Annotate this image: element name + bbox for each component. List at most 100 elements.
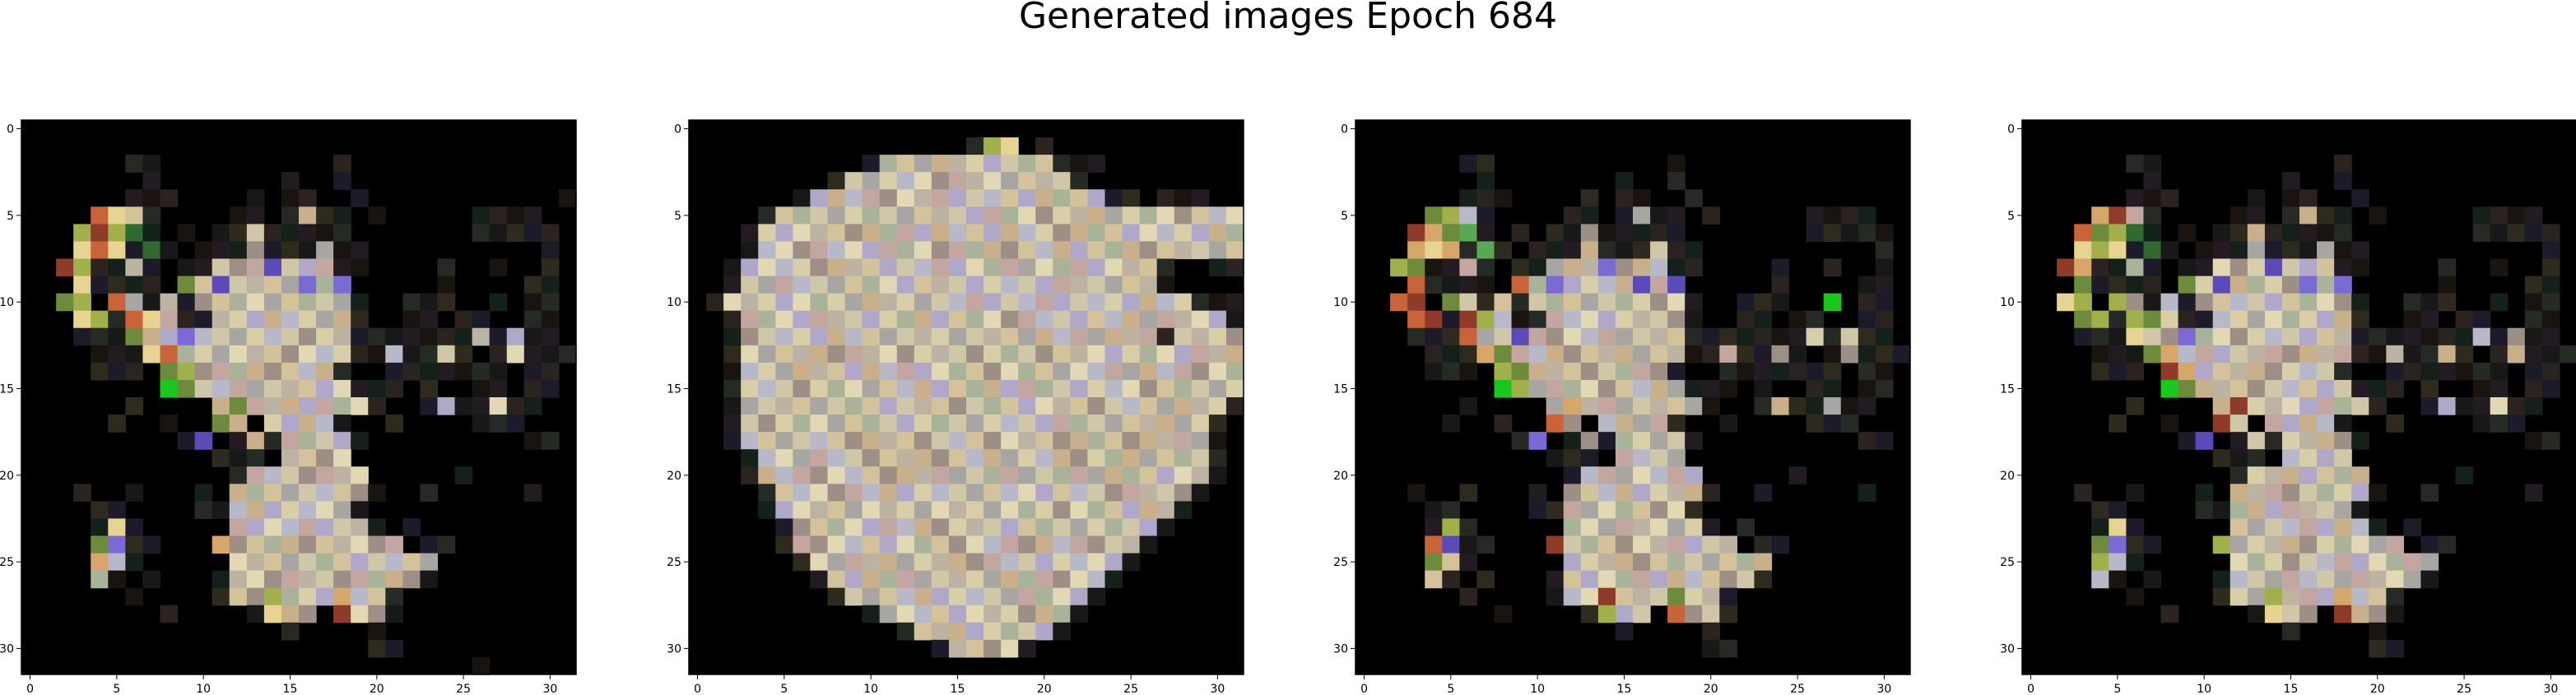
pixel-cell (472, 379, 491, 398)
pixel-cell (229, 293, 248, 312)
pixel-cell (1087, 415, 1106, 433)
pixel-cell (1597, 362, 1616, 381)
pixel-cell (1633, 587, 1651, 606)
pixel-cell (1001, 587, 1019, 606)
pixel-cell (402, 570, 421, 589)
pixel-cell (246, 276, 265, 294)
pixel-cell (1597, 310, 1616, 329)
pixel-cell (541, 293, 560, 312)
pixel-cell (1650, 501, 1668, 520)
pixel-cell (1070, 397, 1089, 415)
pixel-cell (351, 189, 369, 207)
pixel-cell (1035, 241, 1053, 260)
pixel-cell (2351, 587, 2369, 606)
pixel-cell (966, 639, 984, 658)
pixel-cell (775, 518, 793, 537)
pixel-cell (1104, 362, 1123, 381)
pixel-cell (1476, 155, 1495, 173)
pixel-cell (1104, 224, 1123, 243)
pixel-cell (1771, 276, 1790, 294)
pixel-cell (2281, 362, 2300, 381)
pixel-cell (827, 535, 846, 554)
pixel-cell (2143, 276, 2162, 294)
pixel-cell (2126, 327, 2145, 346)
pixel-cell (758, 484, 776, 502)
pixel-cell (1511, 310, 1530, 329)
pixel-cell (896, 397, 915, 415)
pixel-cell (2281, 484, 2300, 502)
pixel-cell (966, 310, 984, 329)
y-tick-label: 30 (0, 642, 14, 656)
pixel-cell (966, 535, 984, 554)
pixel-cell (299, 241, 317, 260)
pixel-cell (741, 397, 759, 415)
pixel-cell (246, 362, 265, 381)
pixel-cell (2178, 293, 2197, 312)
pixel-cell (1580, 484, 1599, 502)
pixel-cell (333, 484, 351, 502)
pixel-cell (1580, 553, 1599, 572)
pixel-cell (1122, 379, 1141, 398)
pixel-cell (1001, 553, 1019, 572)
x-tick-label: 15 (283, 683, 298, 695)
pixel-cell (1053, 501, 1071, 520)
pixel-cell (299, 362, 317, 381)
pixel-cell (333, 501, 351, 520)
pixel-cell (2281, 379, 2300, 398)
pixel-cell (1580, 449, 1599, 467)
pixel-cell (333, 605, 351, 623)
pixel-cell (2143, 345, 2162, 364)
pixel-cell (1425, 553, 1443, 572)
pixel-cell (1719, 535, 1737, 554)
pixel-cell (1615, 345, 1634, 364)
pixel-cell (1667, 276, 1686, 294)
pixel-cell (263, 466, 282, 484)
pixel-cell (914, 172, 932, 190)
pixel-cell (1511, 432, 1530, 450)
pixel-cell (2230, 570, 2248, 589)
pixel-cell (299, 570, 317, 589)
pixel-cell (281, 484, 300, 502)
pixel-cell (2334, 379, 2352, 398)
pixel-cell (2057, 258, 2075, 277)
pixel-cell (142, 310, 161, 329)
pixel-cell (914, 466, 932, 484)
pixel-cell (246, 310, 265, 329)
pixel-cell (1546, 535, 1565, 554)
pixel-cell (827, 379, 846, 398)
pixel-cell (879, 587, 898, 606)
pixel-cell (1156, 466, 1175, 484)
pixel-cell (914, 535, 932, 554)
pixel-cell (281, 379, 300, 398)
pixel-cell (2230, 206, 2248, 225)
pixel-cell (844, 501, 863, 520)
pixel-cell (1615, 501, 1634, 520)
pixel-cell (827, 310, 846, 329)
pixel-cell (1018, 206, 1036, 225)
pixel-cell (1104, 276, 1123, 294)
pixel-cell (1225, 206, 1244, 225)
pixel-cell (368, 379, 386, 398)
pixel-cell (1719, 570, 1737, 589)
pixel-cell (351, 587, 369, 606)
pixel-cell (931, 622, 950, 641)
pixel-cell (351, 518, 369, 537)
x-tick-label: 0 (2027, 683, 2034, 695)
pixel-cell (1208, 293, 1227, 312)
pixel-cell (966, 172, 984, 190)
pixel-cell (1806, 206, 1825, 225)
pixel-cell (73, 310, 91, 329)
pixel-cell (2195, 293, 2214, 312)
pixel-cell (2230, 327, 2248, 346)
pixel-cell (1563, 310, 1582, 329)
x-tick-label: 30 (542, 683, 557, 695)
pixel-cell (437, 362, 456, 381)
pixel-cell (316, 327, 334, 346)
pixel-cell (810, 432, 829, 450)
pixel-cell (1191, 189, 1210, 207)
pixel-cell (1156, 206, 1175, 225)
pixel-cell (1225, 345, 1244, 364)
pixel-cell (879, 155, 898, 173)
pixel-cell (1546, 415, 1565, 433)
